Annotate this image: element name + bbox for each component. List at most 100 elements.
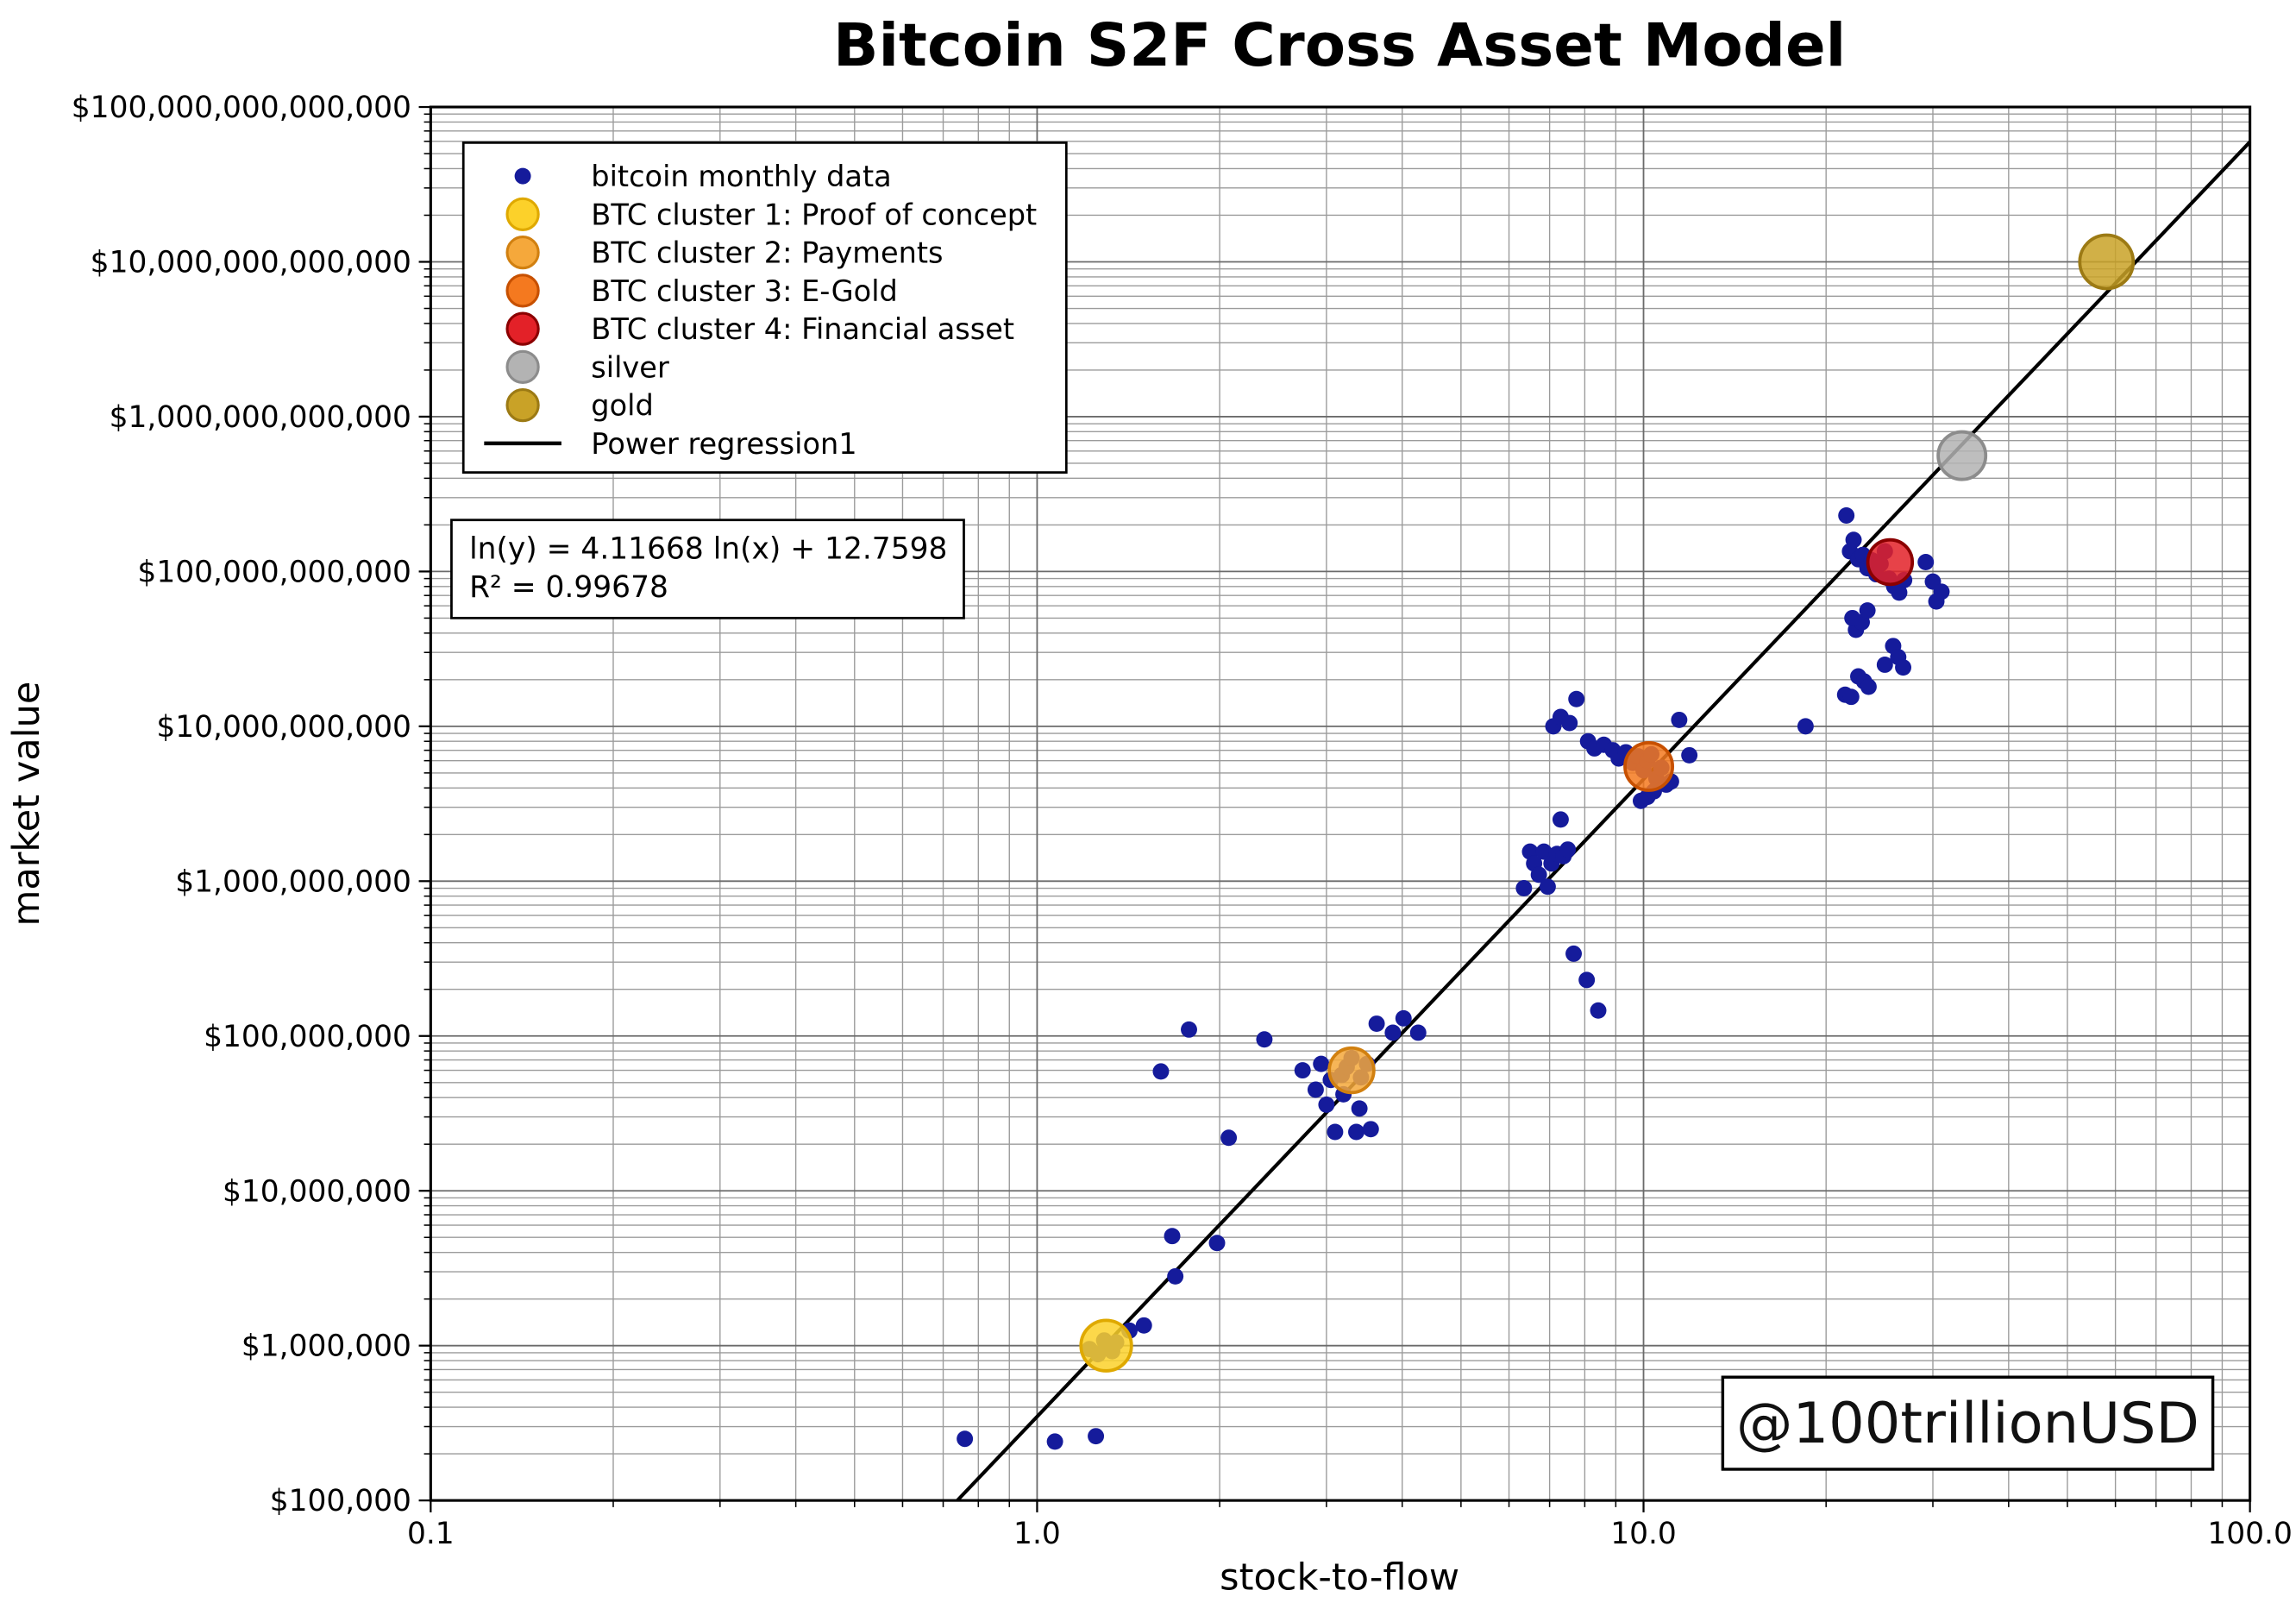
- plot-area: 0.1 1.0 10.0 100.0 $100,000 $1,000,000 $10,000…: [72, 91, 2293, 1551]
- y-tick-label: $100,000: [270, 1484, 411, 1518]
- data-point: [1208, 1235, 1226, 1252]
- equation-box: [450, 519, 965, 619]
- legend-marker-bubble: [505, 235, 540, 270]
- data-point: [1797, 718, 1814, 735]
- legend-item: bitcoin monthly data: [514, 160, 892, 193]
- data-point: [1409, 1024, 1427, 1041]
- data-point: [1167, 1267, 1184, 1285]
- legend-item-label: BTC cluster 4: Financial asset: [591, 312, 1014, 346]
- data-point: [1671, 711, 1688, 728]
- y-tick-label: $1,000,000,000,000: [110, 400, 411, 435]
- legend: bitcoin monthly data BTC cluster 1: Proof…: [461, 141, 1068, 474]
- series-btc-cluster-4-financial-asset: [1866, 537, 1915, 587]
- y-tick-label: $100,000,000,000,000: [72, 91, 411, 125]
- watermark: @100trillionUSD: [1721, 1375, 2215, 1471]
- legend-marker-bubble: [505, 273, 540, 308]
- data-point: [1917, 554, 1935, 570]
- y-tick-label: $10,000,000: [223, 1174, 411, 1209]
- data-point: [1535, 843, 1553, 860]
- data-point: [1384, 1024, 1402, 1041]
- legend-marker-point: [514, 167, 531, 185]
- data-point: [1181, 1021, 1197, 1038]
- data-point: [1515, 880, 1533, 896]
- data-point: [1318, 1096, 1335, 1113]
- axis-ticks: [418, 105, 2251, 1512]
- cluster-marker: [1327, 1046, 1376, 1095]
- legend-item: BTC cluster 4: Financial asset: [505, 311, 1014, 346]
- data-point: [1568, 690, 1585, 707]
- data-point: [1860, 678, 1877, 695]
- series-btc-cluster-2-payments: [1327, 1046, 1376, 1095]
- cluster-marker: [1623, 741, 1675, 792]
- data-point: [1220, 1129, 1238, 1147]
- data-point: [1681, 746, 1698, 764]
- data-point: [1256, 1031, 1273, 1048]
- equation-line1: ln(y) = 4.11668 ln(x) + 12.7598: [469, 531, 947, 566]
- cluster-marker: [1079, 1318, 1133, 1373]
- data-point: [1313, 1055, 1330, 1072]
- legend-item-label: gold: [591, 389, 653, 423]
- legend-item: BTC cluster 3: E-Gold: [505, 273, 898, 308]
- cluster-marker: [1866, 537, 1915, 587]
- data-point: [1088, 1428, 1105, 1445]
- data-point: [1842, 688, 1860, 706]
- data-point: [1895, 659, 1912, 676]
- data-point: [1844, 609, 1861, 626]
- watermark-text: @100trillionUSD: [1736, 1391, 2199, 1456]
- equation-line2: R² = 0.99678: [469, 570, 668, 605]
- data-point: [1368, 1015, 1385, 1033]
- watermark-box: [1721, 1375, 2215, 1471]
- data-point: [1845, 531, 1862, 549]
- data-point: [1135, 1317, 1152, 1334]
- data-point: [1164, 1228, 1181, 1245]
- data-point: [1362, 1121, 1379, 1138]
- data-point: [1294, 1062, 1311, 1079]
- data-point: [1632, 792, 1649, 809]
- legend-item-label: BTC cluster 2: Payments: [591, 236, 943, 270]
- grid-minor: [430, 107, 2250, 1501]
- data-point: [1351, 1100, 1368, 1117]
- chart-title: Bitcoin S2F Cross Asset Model: [833, 11, 1846, 80]
- data-point: [1559, 841, 1577, 858]
- plot-border: [429, 105, 2252, 1502]
- data-point: [1928, 593, 1945, 610]
- data-point: [1530, 866, 1547, 883]
- legend-item-label: silver: [591, 350, 669, 384]
- legend-marker-bubble: [505, 387, 540, 423]
- y-tick-label: $10,000,000,000,000: [91, 246, 411, 280]
- series-btc-cluster-1-proof-of-concept: [1079, 1318, 1133, 1373]
- data-point: [1395, 1009, 1412, 1027]
- data-point: [1552, 811, 1569, 828]
- data-point: [1152, 1063, 1170, 1080]
- y-tick-label: $10,000,000,000: [156, 710, 411, 745]
- legend-item-label: BTC cluster 1: Proof of concept: [591, 198, 1037, 231]
- series-gold: [2078, 233, 2136, 291]
- cluster-marker: [2078, 233, 2136, 291]
- y-tick-label: $100,000,000: [204, 1020, 411, 1054]
- data-point: [1327, 1123, 1344, 1141]
- legend-marker-bubble: [505, 311, 540, 346]
- legend-item-label: BTC cluster 3: E-Gold: [591, 274, 898, 308]
- series-silver: [1936, 430, 1988, 481]
- data-point: [1307, 1081, 1324, 1098]
- legend-item-label: bitcoin monthly data: [591, 160, 891, 193]
- x-tick-label: 10.0: [1610, 1517, 1677, 1551]
- data-point: [1348, 1123, 1364, 1141]
- legend-item: Power regression1: [484, 427, 857, 461]
- series-btc-cluster-3-e-gold: [1623, 741, 1675, 792]
- y-axis-title: market value: [5, 682, 48, 927]
- legend-item: gold: [505, 387, 654, 423]
- data-point: [1578, 971, 1596, 989]
- legend-item: BTC cluster 2: Payments: [505, 235, 944, 270]
- x-axis-title: stock-to-flow: [1220, 1556, 1459, 1599]
- data-point: [1838, 507, 1855, 524]
- x-tick-label: 100.0: [2207, 1517, 2293, 1551]
- legend-item: silver: [505, 349, 669, 384]
- y-tick-label: $100,000,000,000: [137, 555, 411, 589]
- data-point: [1539, 878, 1556, 896]
- data-point: [1891, 584, 1908, 601]
- legend-marker-bubble: [505, 197, 540, 231]
